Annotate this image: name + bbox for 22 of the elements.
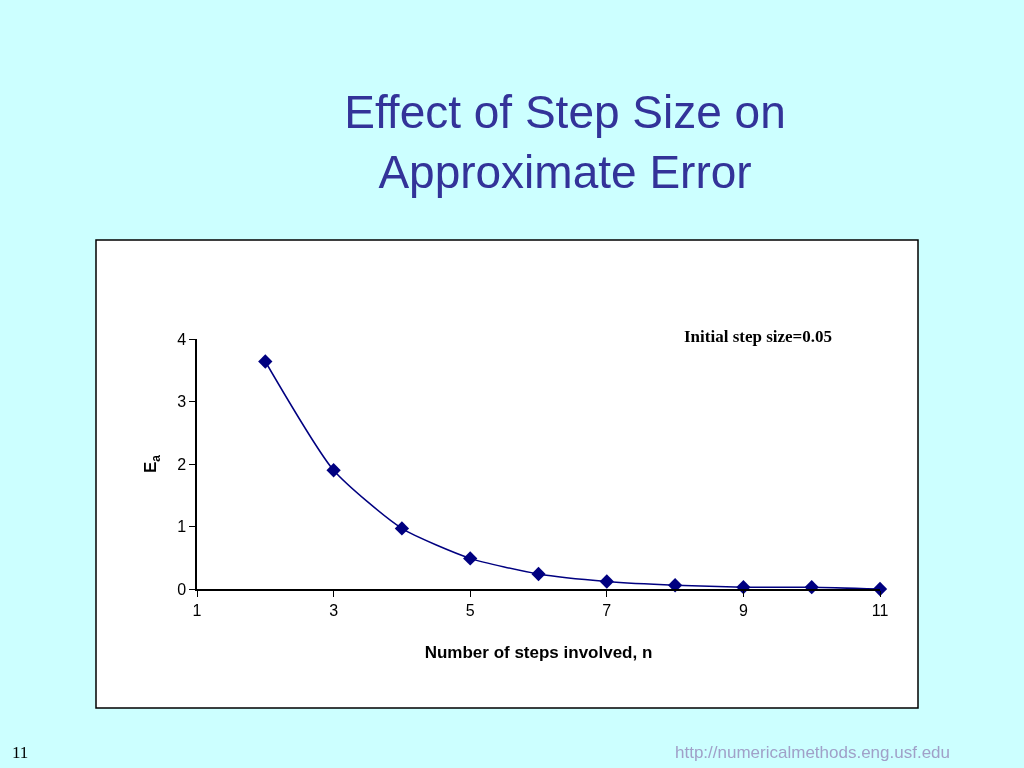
x-tick-label: 9 — [738, 601, 748, 619]
point — [463, 551, 478, 566]
y-tick-label: 1 — [177, 518, 187, 536]
x-tick-label: 11 — [871, 601, 889, 619]
text: http://numericalmethods.eng.usf.edu — [675, 743, 950, 762]
y-tick-label: 0 — [177, 580, 187, 598]
y-tick-label: 4 — [177, 330, 187, 348]
text: 11 — [12, 743, 29, 762]
x-tick-label: 5 — [465, 601, 475, 619]
x-tick-label: 3 — [329, 601, 339, 619]
point — [326, 463, 341, 478]
point — [531, 566, 546, 582]
x-axis-title: Number of steps involved, n — [424, 642, 653, 662]
point — [394, 521, 410, 536]
annotation: Initial step size=0.05 — [684, 327, 833, 346]
y-tick-label: 2 — [177, 455, 187, 473]
x-tick-label: 7 — [602, 601, 612, 619]
chart-title: Effect of Step Size on Approximate Error — [344, 86, 786, 198]
y-tick-label: 3 — [177, 393, 187, 411]
point — [258, 354, 273, 369]
point — [599, 574, 614, 589]
x-tick-label: 1 — [192, 601, 202, 619]
